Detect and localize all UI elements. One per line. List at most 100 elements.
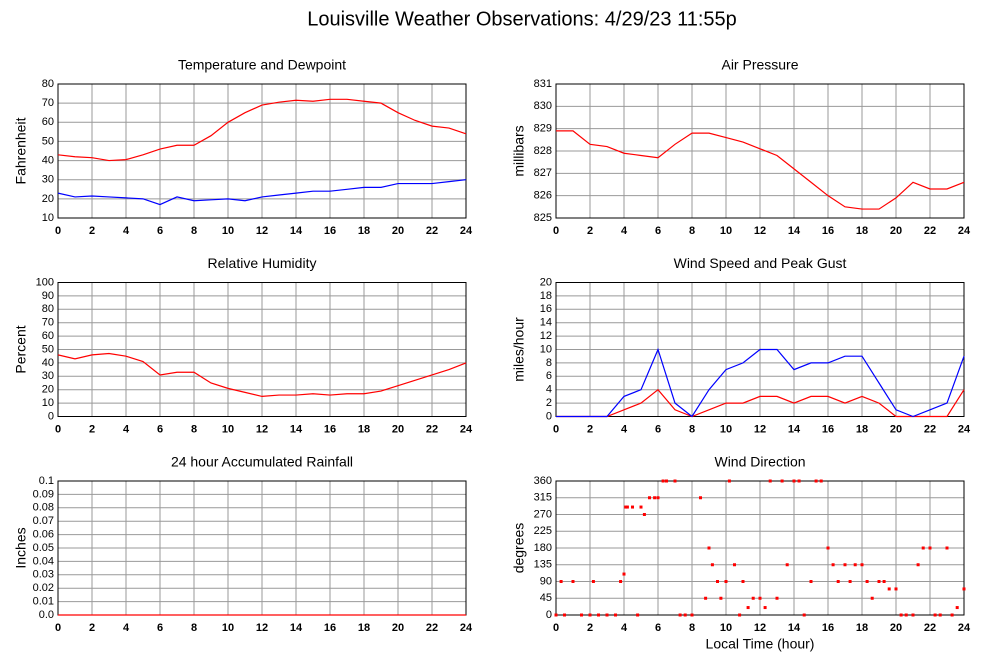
data-point [775,596,779,600]
y-tick-label: 825 [534,212,552,224]
x-tick-label: 8 [689,225,695,237]
data-point [699,496,702,500]
data-point [911,613,915,617]
y-axis-label: degrees [511,523,527,574]
data-point [826,546,830,550]
panel-title: Wind Speed and Peak Gust [674,255,847,271]
data-point [614,613,617,617]
x-tick-label: 8 [689,423,695,435]
x-tick-label: 20 [890,423,902,435]
y-tick-label: 10 [540,343,552,355]
data-point [792,479,796,483]
y-tick-label: 830 [534,100,552,112]
x-tick-label: 24 [958,423,971,435]
x-tick-label: 14 [788,622,801,634]
y-tick-label: 0.1 [39,475,54,487]
x-tick-label: 20 [392,423,404,435]
data-point [819,479,823,483]
x-tick-label: 18 [856,423,868,435]
x-tick-label: 0 [553,622,559,634]
y-tick-label: 4 [546,384,552,396]
y-tick-label: 826 [534,190,552,202]
x-tick-label: 14 [788,423,801,435]
x-tick-label: 4 [123,423,130,435]
x-tick-label: 4 [621,423,628,435]
data-point [921,546,925,550]
plot-frame [555,83,965,219]
data-line [556,130,965,210]
data-point [673,479,677,483]
y-axis-label: Inches [13,527,29,568]
data-point [882,580,886,583]
data-point [938,613,942,617]
y-tick-label: 16 [540,303,552,315]
x-tick-label: 4 [123,225,130,237]
x-tick-label: 0 [55,423,61,435]
data-point [554,613,558,617]
y-tick-label: 0.02 [33,582,54,594]
data-point [648,496,651,500]
y-tick-label: 0.08 [33,502,54,514]
data-point [636,613,640,617]
data-point [625,505,629,509]
y-tick-label: 30 [42,370,54,382]
x-tick-label: 10 [720,622,732,634]
data-point [656,496,660,500]
data-point [802,613,806,617]
y-tick-label: 6 [546,370,552,382]
x-tick-label: 4 [621,622,628,634]
y-tick-label: 20 [42,193,54,205]
x-tick-label: 24 [958,225,971,237]
panel-title: 24 hour Accumulated Rainfall [171,454,353,470]
plot-frame [57,83,467,219]
y-tick-label: 828 [534,145,552,157]
x-axis-label: Local Time (hour) [706,636,815,652]
x-tick-label: 2 [587,225,593,237]
data-point [877,580,881,583]
y-tick-label: 8 [546,357,552,369]
y-tick-label: 315 [534,492,552,504]
x-tick-label: 18 [358,622,370,634]
data-point [591,580,595,583]
data-point [741,580,745,583]
x-tick-label: 0 [55,622,61,634]
data-point [563,613,566,617]
x-tick-label: 10 [720,225,732,237]
x-tick-label: 16 [822,423,834,435]
data-point [597,613,600,617]
x-tick-label: 24 [460,423,473,435]
x-tick-label: 0 [55,225,61,237]
x-tick-label: 22 [924,423,936,435]
data-point [665,479,668,483]
x-tick-label: 12 [256,225,268,237]
y-tick-label: 0.0 [39,609,54,621]
y-tick-label: 100 [36,276,54,288]
x-tick-label: 2 [89,622,95,634]
data-point [865,580,869,583]
x-tick-label: 4 [123,622,130,634]
data-point [860,563,864,567]
x-tick-label: 22 [426,622,438,634]
data-point [843,563,847,567]
data-point [870,596,874,600]
y-tick-label: 0 [48,410,54,422]
x-tick-label: 6 [157,225,163,237]
x-tick-label: 4 [621,225,628,237]
y-tick-label: 20 [540,276,552,288]
x-tick-label: 10 [222,423,234,435]
panel-title: Wind Direction [714,454,805,470]
data-point [814,479,818,483]
data-point [690,613,694,617]
x-tick-label: 8 [191,622,197,634]
data-point [571,580,575,583]
data-point [710,563,714,567]
y-tick-label: 80 [42,78,54,90]
data-line [556,347,965,418]
y-tick-label: 45 [540,592,552,604]
data-point [797,479,801,483]
y-tick-label: 50 [42,135,54,147]
x-tick-label: 20 [392,622,404,634]
y-tick-label: 180 [534,542,552,554]
x-tick-label: 16 [822,225,834,237]
data-point [751,596,755,600]
